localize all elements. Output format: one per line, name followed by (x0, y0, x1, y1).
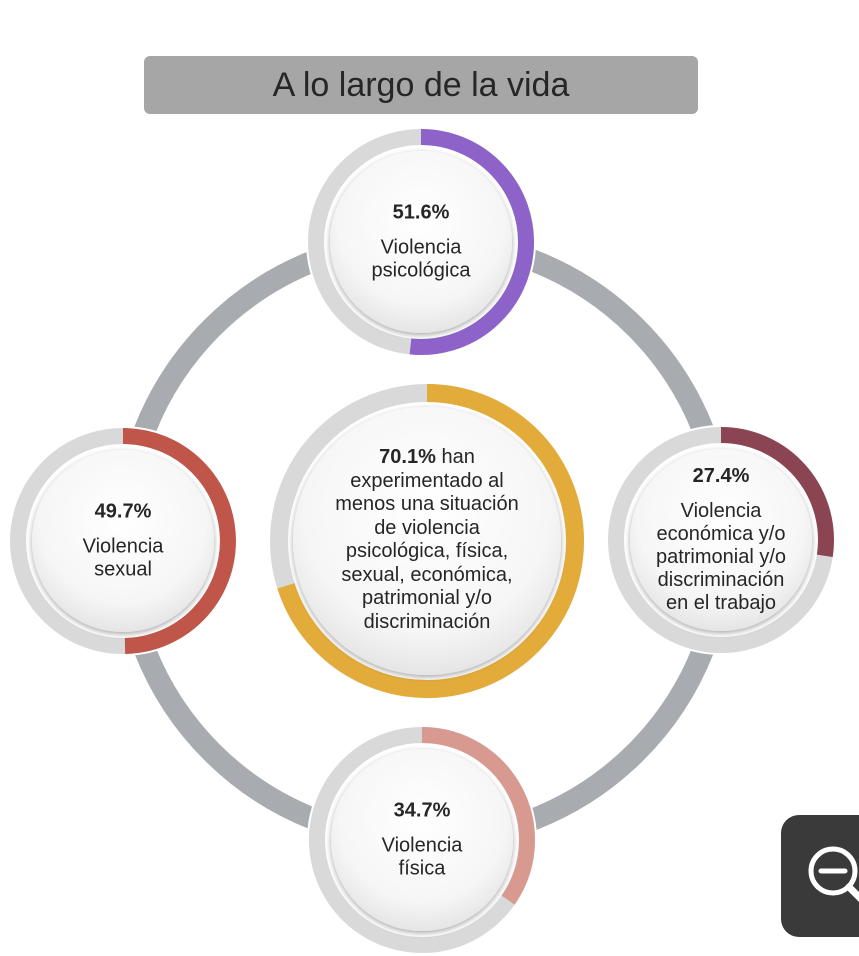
donut-node-center (269, 383, 585, 699)
node-label-top: 51.6% Violencia psicológica (336, 202, 506, 283)
node-label-bottom: 34.7% Violencia física (337, 800, 507, 881)
donut-nodes (8, 127, 836, 955)
value-label-fisica: 34.7% (393, 799, 451, 822)
donut-top-value-arc (409, 129, 534, 355)
donut-left-value-arc (122, 428, 236, 654)
donut-right-value-arc (720, 427, 834, 557)
value-label-economica: 27.4% (692, 465, 750, 487)
category-label-psicologica: Violencia psicológica (371, 236, 471, 282)
donut-node-top (306, 127, 536, 357)
donut-bottom-inner-disc (331, 749, 513, 931)
node-label-right: 27.4% Violencia económica y/o patrimonia… (636, 465, 806, 615)
donut-bottom-value-arc (421, 727, 535, 905)
donut-left-inner-disc (32, 450, 214, 632)
donut-node-bottom (307, 725, 537, 955)
category-label-economica: Violencia económica y/o patrimonial y/o … (655, 500, 787, 614)
category-label-fisica: Violencia física (381, 834, 463, 880)
donut-center-value-arc (277, 384, 584, 698)
center-description: han experimentado al menos una situación… (335, 446, 519, 633)
donut-right-inner-disc (630, 449, 812, 631)
category-label-sexual: Violencia sexual (82, 535, 164, 581)
zoom-out-button[interactable] (781, 815, 859, 937)
chart-title: A lo largo de la vida (144, 56, 698, 114)
node-label-left: 49.7% Violencia sexual (38, 501, 208, 582)
center-node-label: 70.1% han experimentado al menos una sit… (322, 446, 532, 634)
donut-node-left (8, 426, 238, 656)
value-label-sexual: 49.7% (94, 500, 152, 523)
chart-title-text: A lo largo de la vida (272, 65, 570, 104)
center-value: 70.1% (379, 446, 436, 468)
donut-center-inner-disc (293, 407, 561, 675)
zoom-out-icon (808, 846, 859, 902)
value-label-psicologica: 51.6% (392, 201, 450, 224)
donut-top-inner-disc (330, 151, 512, 333)
donut-node-right (606, 425, 836, 655)
